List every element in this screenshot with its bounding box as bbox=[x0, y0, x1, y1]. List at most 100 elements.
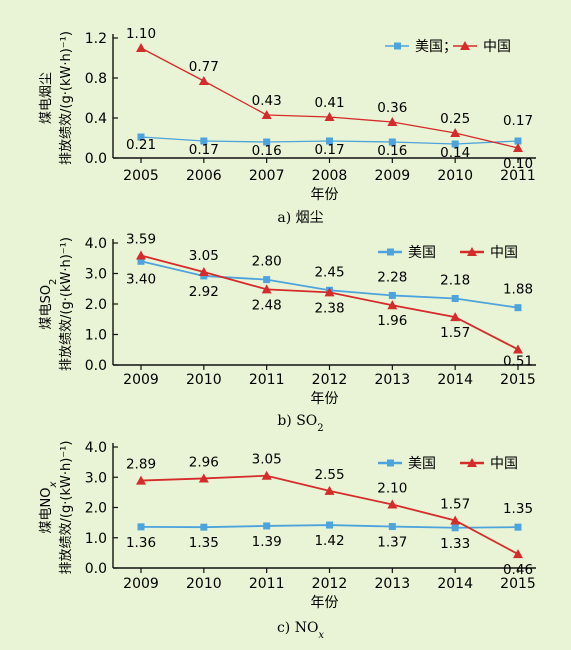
x-tick-label: 2010 bbox=[186, 372, 222, 388]
series-usa: 0.21 0.17 0.16 0.17 0.16 0.14 0.17 bbox=[126, 113, 533, 161]
data-label-china: 0.46 bbox=[503, 562, 533, 578]
data-label-china: 2.10 bbox=[377, 480, 407, 496]
data-label-usa: 2.92 bbox=[189, 284, 219, 300]
data-point-china bbox=[387, 499, 398, 509]
x-tick-label: 2013 bbox=[375, 576, 411, 592]
data-label-usa: 0.17 bbox=[189, 142, 219, 158]
legend-marker-china bbox=[467, 247, 477, 256]
legend-label-china: 中国 bbox=[490, 245, 518, 261]
data-label-china: 0.25 bbox=[440, 111, 470, 127]
x-tick-label: 2011 bbox=[500, 168, 536, 184]
data-point-usa bbox=[388, 138, 396, 146]
data-point-china bbox=[450, 312, 461, 322]
data-point-usa bbox=[514, 304, 522, 312]
data-point-usa bbox=[263, 522, 271, 530]
x-tick-label: 2013 bbox=[375, 372, 411, 388]
x-tick-label: 2012 bbox=[312, 576, 348, 592]
x-tick-label: 2015 bbox=[500, 576, 536, 592]
data-label-china: 3.05 bbox=[189, 248, 219, 264]
data-label-china: 3.05 bbox=[252, 452, 282, 468]
data-point-china bbox=[387, 117, 398, 126]
data-point-china bbox=[450, 515, 461, 525]
data-label-china: 0.36 bbox=[377, 100, 407, 116]
y-axis-title-line2: 排放绩效/(g·(kW·h)⁻¹) bbox=[59, 31, 74, 165]
data-point-china bbox=[450, 128, 461, 137]
data-label-usa: 1.35 bbox=[189, 535, 219, 551]
data-point-china bbox=[198, 266, 209, 276]
legend-label-usa: 美国 bbox=[408, 245, 436, 261]
data-point-usa bbox=[514, 523, 522, 531]
legend-label-china: 中国 bbox=[490, 456, 518, 472]
chart-2: 0.0 1.0 2.0 3.0 4.0 2009 2010 2011 2012 2013 2014 2… bbox=[39, 232, 536, 434]
x-tick-label: 2011 bbox=[249, 576, 285, 592]
data-point-china bbox=[513, 143, 523, 152]
data-point-usa bbox=[388, 291, 396, 299]
legend-marker-usa bbox=[387, 248, 394, 256]
data-point-china bbox=[324, 485, 335, 495]
data-label-china: 0.51 bbox=[503, 353, 533, 369]
series-china: 3.59 3.05 2.48 2.38 1.96 1.57 0.51 bbox=[126, 232, 533, 370]
x-axis-title: 年份 bbox=[311, 391, 339, 407]
data-point-china bbox=[387, 300, 398, 310]
data-point-usa bbox=[388, 523, 396, 531]
data-point-china bbox=[136, 43, 146, 52]
x-tick-label: 2010 bbox=[186, 576, 222, 592]
legend-marker-usa bbox=[387, 459, 394, 467]
y-tick-label: 3.0 bbox=[85, 470, 107, 486]
data-label-usa: 1.36 bbox=[126, 535, 156, 551]
data-label-usa: 2.45 bbox=[314, 264, 344, 280]
legend: 美国 中国 bbox=[378, 456, 518, 472]
data-point-usa bbox=[263, 138, 271, 146]
data-label-china: 3.59 bbox=[126, 232, 156, 248]
data-label-china: 0.43 bbox=[252, 93, 282, 109]
y-tick-label: 1.0 bbox=[85, 328, 107, 344]
data-point-china bbox=[513, 549, 523, 559]
x-axis-title: 年份 bbox=[311, 187, 339, 203]
y-tick-label: 0.0 bbox=[85, 561, 107, 577]
y-tick-label: 2.0 bbox=[85, 501, 107, 517]
data-label-china: 1.10 bbox=[126, 26, 156, 42]
data-point-china bbox=[324, 287, 335, 297]
data-label-china: 1.57 bbox=[440, 497, 470, 513]
data-label-usa: 1.37 bbox=[377, 535, 407, 551]
data-point-china bbox=[198, 473, 209, 483]
x-tick-label: 2014 bbox=[437, 372, 473, 388]
data-label-china: 2.89 bbox=[126, 457, 156, 473]
legend-marker-china bbox=[467, 458, 477, 467]
data-label-china: 0.10 bbox=[503, 156, 533, 172]
data-label-usa: 0.16 bbox=[377, 143, 407, 159]
data-point-usa bbox=[263, 276, 271, 284]
data-point-usa bbox=[200, 523, 208, 531]
data-label-usa: 0.21 bbox=[126, 137, 156, 153]
legend-marker-china bbox=[460, 41, 470, 50]
data-label-usa: 2.18 bbox=[440, 273, 470, 289]
x-tick-label: 2009 bbox=[375, 168, 411, 184]
data-point-usa bbox=[137, 133, 145, 141]
y-axis-title-line2: 排放绩效/(g·(kW·h)⁻¹) bbox=[59, 441, 74, 575]
legend-marker-usa bbox=[394, 42, 401, 50]
data-point-china bbox=[261, 470, 272, 480]
data-point-usa bbox=[326, 137, 333, 145]
data-point-china bbox=[136, 475, 146, 485]
data-label-usa: 0.14 bbox=[440, 145, 470, 161]
legend-label-usa: 美国 bbox=[408, 456, 436, 472]
y-tick-label: 4.0 bbox=[85, 236, 107, 252]
data-label-china: 2.96 bbox=[189, 454, 219, 470]
data-label-usa: 1.88 bbox=[503, 282, 533, 298]
data-point-usa bbox=[451, 140, 459, 148]
series-china: 1.10 0.77 0.43 0.41 0.36 0.25 0.10 bbox=[126, 26, 533, 172]
chart-caption: a) 烟尘 bbox=[277, 210, 323, 226]
x-tick-label: 2015 bbox=[500, 372, 536, 388]
data-label-china: 0.41 bbox=[314, 95, 344, 111]
data-point-usa bbox=[451, 524, 459, 532]
y-axis-title: 煤电烟尘 bbox=[39, 72, 54, 124]
y-tick-label: 3.0 bbox=[85, 267, 107, 283]
y-axis-title: 煤电NOx bbox=[39, 481, 59, 533]
data-point-china bbox=[261, 110, 272, 119]
y-axis-title-line2: 排放绩效/(g·(kW·h)⁻¹) bbox=[59, 237, 74, 371]
data-label-china: 2.48 bbox=[252, 297, 282, 313]
data-point-usa bbox=[326, 521, 333, 529]
